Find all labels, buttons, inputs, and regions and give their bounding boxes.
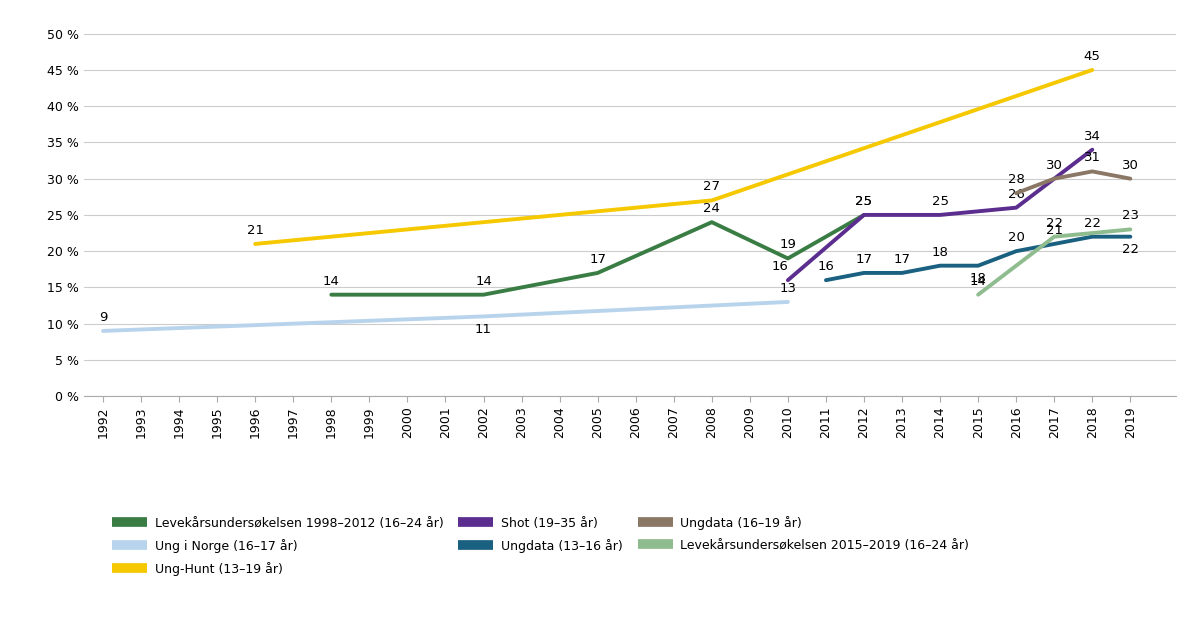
Text: 30: 30 bbox=[1122, 158, 1139, 172]
Text: 17: 17 bbox=[589, 253, 606, 266]
Text: 18: 18 bbox=[931, 246, 948, 259]
Text: 28: 28 bbox=[1008, 173, 1025, 186]
Text: 23: 23 bbox=[1122, 210, 1139, 222]
Text: 19: 19 bbox=[780, 238, 797, 252]
Text: 24: 24 bbox=[703, 202, 720, 215]
Text: 21: 21 bbox=[247, 224, 264, 237]
Text: 27: 27 bbox=[703, 180, 720, 194]
Legend: Levekårsundersøkelsen 1998–2012 (16–24 år), Ung i Norge (16–17 år), Ung-Hunt (13: Levekårsundersøkelsen 1998–2012 (16–24 å… bbox=[112, 516, 968, 576]
Text: 9: 9 bbox=[98, 311, 107, 324]
Text: 16: 16 bbox=[817, 260, 834, 273]
Text: 22: 22 bbox=[1084, 217, 1100, 230]
Text: 17: 17 bbox=[856, 253, 872, 266]
Text: 18: 18 bbox=[970, 272, 986, 285]
Text: 26: 26 bbox=[1008, 188, 1025, 201]
Text: 22: 22 bbox=[1045, 217, 1063, 230]
Text: 25: 25 bbox=[856, 195, 872, 208]
Text: 25: 25 bbox=[856, 195, 872, 208]
Text: 11: 11 bbox=[475, 323, 492, 336]
Text: 14: 14 bbox=[323, 275, 340, 288]
Text: 30: 30 bbox=[1046, 158, 1063, 172]
Text: 31: 31 bbox=[1084, 151, 1100, 164]
Text: 34: 34 bbox=[1084, 130, 1100, 142]
Text: 17: 17 bbox=[894, 253, 911, 266]
Text: 25: 25 bbox=[931, 195, 948, 208]
Text: 22: 22 bbox=[1122, 243, 1139, 256]
Text: 14: 14 bbox=[475, 275, 492, 288]
Text: 16: 16 bbox=[772, 260, 788, 273]
Text: 13: 13 bbox=[780, 282, 797, 295]
Text: 45: 45 bbox=[1084, 50, 1100, 63]
Text: 20: 20 bbox=[1008, 231, 1025, 244]
Text: 14: 14 bbox=[970, 275, 986, 288]
Text: 21: 21 bbox=[1045, 224, 1063, 237]
